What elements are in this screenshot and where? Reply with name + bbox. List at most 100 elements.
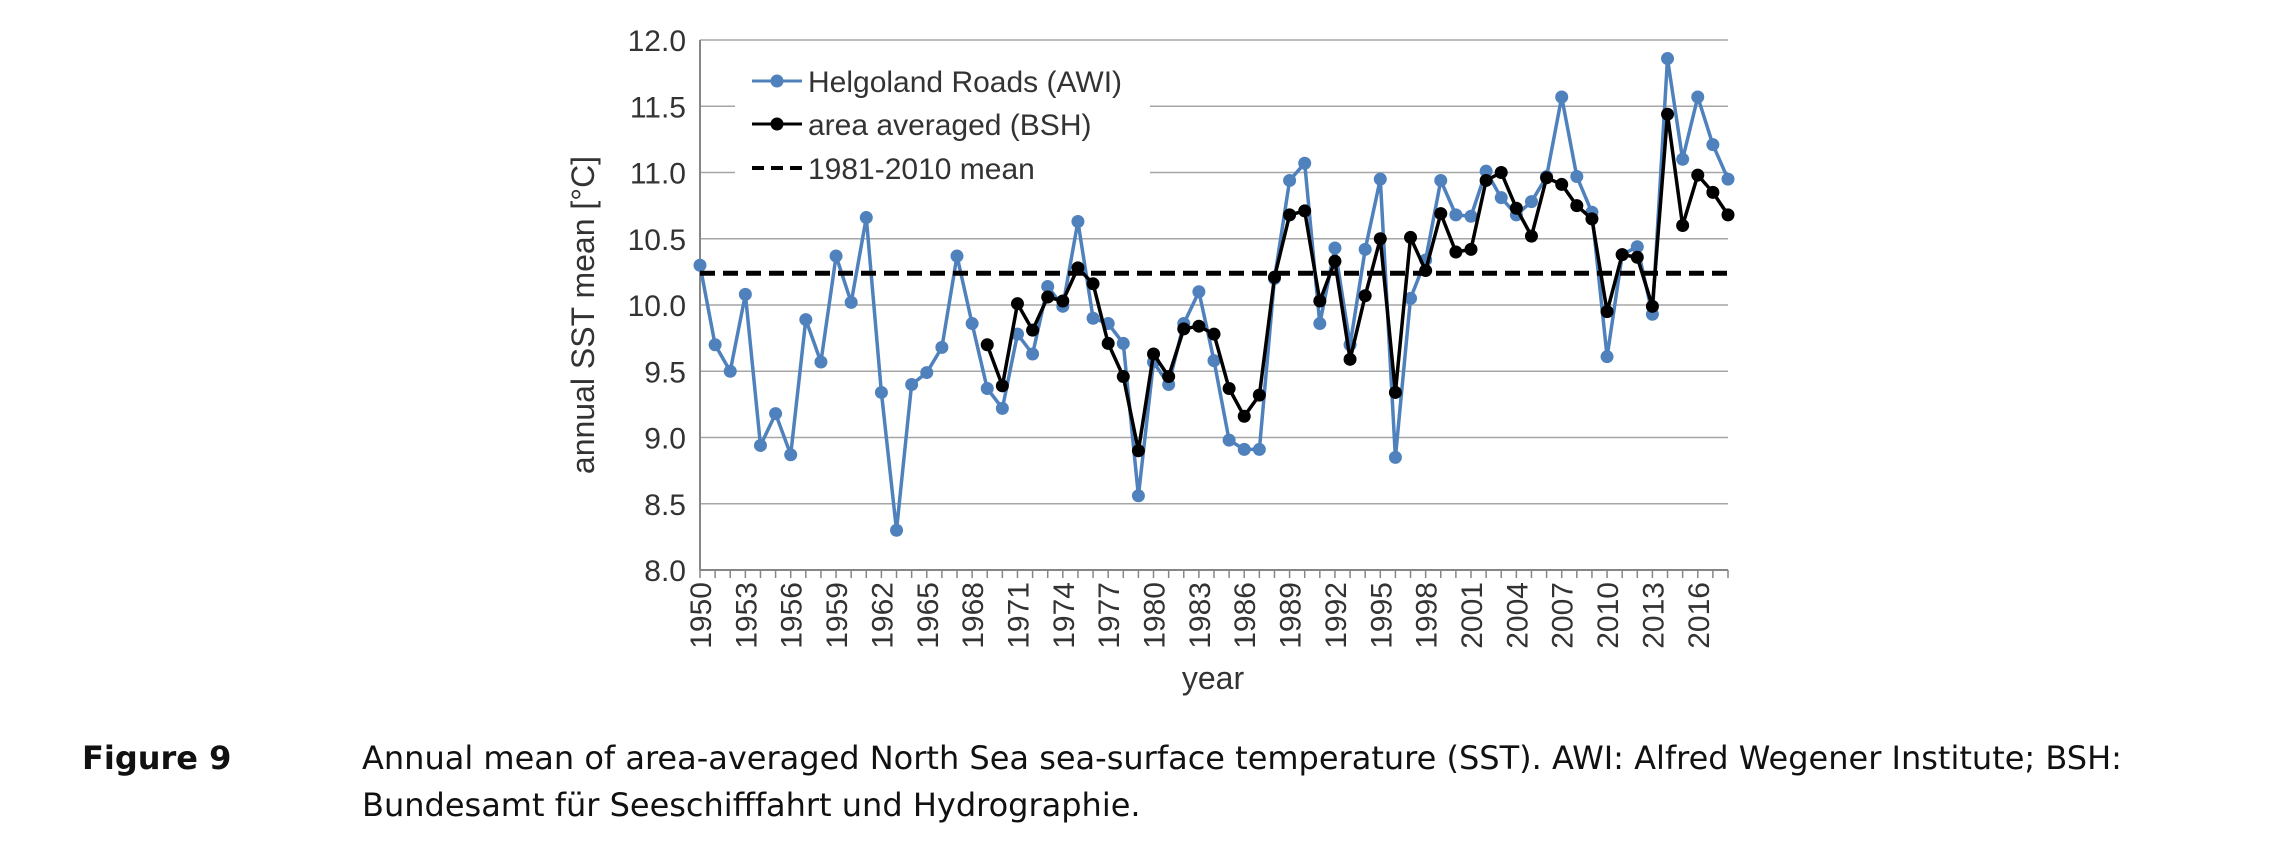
data-point [1373,172,1387,186]
data-point [1283,173,1297,187]
x-tick-label: 1995 [1365,582,1398,649]
data-point [799,313,813,327]
x-tick-label: 1989 [1275,582,1308,649]
legend: Helgoland Roads (AWI) area averaged (BSH)… [735,52,1150,187]
x-tick-label: 2001 [1456,582,1489,649]
data-point [1056,294,1070,308]
data-point [1555,90,1569,104]
x-axis-ticks: 1950 1953 1956 1959 1962 1965 1968 1971 1974 1977… [685,582,1716,649]
caption-text: Annual mean of area-averaged North Sea s… [362,739,2122,824]
data-point [1404,291,1418,305]
data-point [844,295,858,309]
legend-entry: Helgoland Roads (AWI) [808,66,1122,99]
data-point [1615,248,1629,262]
data-point [1600,350,1614,364]
data-point [1131,444,1145,458]
legend-entry: 1981-2010 mean [808,153,1035,186]
data-point [708,338,722,352]
x-tick-label: 1986 [1229,582,1262,649]
series-layer [693,52,1735,537]
data-point [1676,152,1690,166]
y-tick-label: 10.0 [628,290,686,323]
data-point [905,378,919,391]
data-point [1570,199,1584,213]
data-point [1479,164,1493,178]
data-point [1358,289,1372,303]
data-point [995,379,1009,393]
data-point [1706,185,1720,199]
data-point [1721,208,1735,222]
y-tick-label: 11.0 [630,158,686,191]
legend-marker [770,74,784,88]
x-tick-label: 1962 [866,582,899,649]
data-point [829,249,843,263]
data-point [1706,138,1720,152]
data-point [1192,319,1206,333]
data-point [784,448,798,462]
data-point [1540,171,1554,185]
data-point [814,355,828,369]
y-axis-ticks: 8.0 8.5 9.0 9.5 10.0 10.5 11.0 11.5 12.0 [628,25,686,588]
data-point [1661,107,1675,121]
x-tick-label: 1959 [821,582,854,649]
data-point [1207,354,1221,368]
data-point [1585,212,1599,226]
data-point [1434,173,1448,187]
data-point [1434,207,1448,221]
x-tick-label: 2013 [1637,582,1670,649]
data-point [1630,240,1644,254]
x-axis-label: year [1182,660,1245,696]
x-tick-label: 1971 [1002,582,1035,649]
data-point [1313,294,1327,308]
x-tick-label: 1998 [1411,582,1444,649]
data-point [920,366,934,380]
y-tick-label: 9.5 [644,356,686,389]
axes [699,40,1729,578]
x-tick-label: 1980 [1139,582,1172,649]
x-tick-label: 1953 [730,582,763,649]
data-point [1600,305,1614,319]
data-point [1116,370,1130,384]
data-point [1645,299,1659,313]
data-point [1328,254,1342,268]
data-point [1676,219,1690,232]
data-point [1252,388,1266,402]
data-point [1131,489,1145,503]
data-point [1691,90,1705,104]
data-point [1555,177,1569,191]
legend-background [735,52,1150,187]
data-point [693,258,707,272]
data-point [1237,409,1251,423]
data-point [965,317,979,331]
x-tick-label: 1983 [1184,582,1217,649]
y-axis-label: annual SST mean [°C] [565,156,601,474]
data-point [1192,285,1206,299]
data-point [1026,347,1040,361]
x-tick-label: 1965 [912,582,945,649]
data-point [1661,52,1675,66]
data-point [1147,347,1161,361]
legend-marker [770,117,784,131]
data-point [1721,172,1735,186]
data-point [980,381,994,395]
data-point [1237,442,1251,456]
y-tick-label: 8.0 [644,555,686,588]
data-point [1479,173,1493,187]
data-point [738,287,752,301]
y-tick-label: 11.5 [630,91,686,124]
data-point [1177,322,1191,336]
data-point [980,338,994,352]
data-point [1494,191,1508,205]
data-point [1358,242,1372,256]
data-point [1524,195,1538,209]
data-point [890,523,904,537]
data-point [1343,352,1357,366]
data-point [950,249,964,263]
data-point [995,401,1009,415]
data-point [1494,166,1508,179]
data-point [1630,250,1644,264]
data-point [1222,381,1236,395]
data-point [1041,279,1055,293]
data-point [859,211,873,225]
data-point [1328,241,1342,255]
